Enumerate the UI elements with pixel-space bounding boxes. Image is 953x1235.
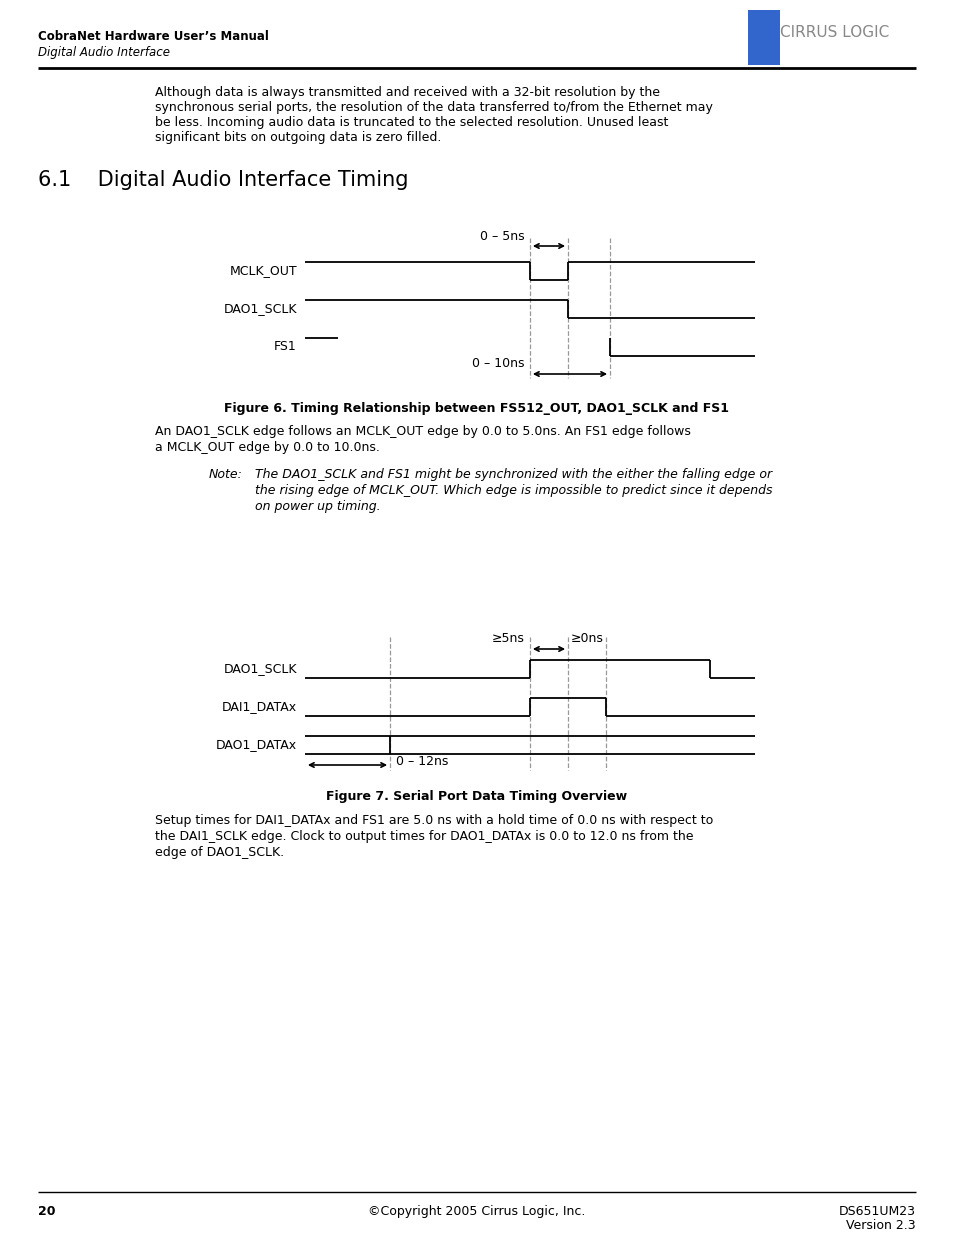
Text: ≥5ns: ≥5ns: [492, 632, 524, 645]
Text: Although data is always transmitted and received with a 32-bit resolution by the: Although data is always transmitted and …: [154, 86, 712, 144]
Text: 0 – 10ns: 0 – 10ns: [472, 357, 524, 370]
Text: 0 – 12ns: 0 – 12ns: [395, 755, 448, 768]
Text: the DAI1_SCLK edge. Clock to output times for DAO1_DATAx is 0.0 to 12.0 ns from : the DAI1_SCLK edge. Clock to output time…: [154, 830, 693, 844]
Text: MCLK_OUT: MCLK_OUT: [229, 264, 296, 278]
Text: the rising edge of MCLK_OUT. Which edge is impossible to predict since it depend: the rising edge of MCLK_OUT. Which edge …: [254, 484, 772, 496]
Text: An DAO1_SCLK edge follows an MCLK_OUT edge by 0.0 to 5.0ns. An FS1 edge follows: An DAO1_SCLK edge follows an MCLK_OUT ed…: [154, 425, 690, 438]
Text: CIRRUS LOGIC: CIRRUS LOGIC: [780, 25, 888, 40]
Text: ©Copyright 2005 Cirrus Logic, Inc.: ©Copyright 2005 Cirrus Logic, Inc.: [368, 1205, 585, 1218]
Text: CobraNet Hardware User’s Manual: CobraNet Hardware User’s Manual: [38, 30, 269, 43]
Text: Figure 7. Serial Port Data Timing Overview: Figure 7. Serial Port Data Timing Overvi…: [326, 790, 627, 803]
Text: DS651UM23: DS651UM23: [838, 1205, 915, 1218]
Text: Note:: Note:: [209, 468, 243, 480]
Text: ≥0ns: ≥0ns: [571, 632, 603, 645]
Text: FS1: FS1: [274, 341, 296, 353]
Text: 0 – 5ns: 0 – 5ns: [480, 230, 524, 243]
Text: a MCLK_OUT edge by 0.0 to 10.0ns.: a MCLK_OUT edge by 0.0 to 10.0ns.: [154, 441, 379, 454]
Bar: [747, 10, 780, 65]
Text: Figure 6. Timing Relationship between FS512_OUT, DAO1_SCLK and FS1: Figure 6. Timing Relationship between FS…: [224, 403, 729, 415]
Text: 6.1    Digital Audio Interface Timing: 6.1 Digital Audio Interface Timing: [38, 170, 408, 190]
Text: DAO1_SCLK: DAO1_SCLK: [223, 662, 296, 676]
Text: 20: 20: [38, 1205, 55, 1218]
Text: Setup times for DAI1_DATAx and FS1 are 5.0 ns with a hold time of 0.0 ns with re: Setup times for DAI1_DATAx and FS1 are 5…: [154, 814, 713, 827]
Text: Digital Audio Interface: Digital Audio Interface: [38, 46, 170, 59]
Text: DAO1_DATAx: DAO1_DATAx: [215, 739, 296, 752]
Text: Version 2.3: Version 2.3: [845, 1219, 915, 1233]
Text: DAO1_SCLK: DAO1_SCLK: [223, 303, 296, 315]
Text: DAI1_DATAx: DAI1_DATAx: [222, 700, 296, 714]
Text: The DAO1_SCLK and FS1 might be synchronized with the either the falling edge or: The DAO1_SCLK and FS1 might be synchroni…: [254, 468, 771, 480]
Text: on power up timing.: on power up timing.: [254, 500, 380, 513]
Text: edge of DAO1_SCLK.: edge of DAO1_SCLK.: [154, 846, 284, 860]
